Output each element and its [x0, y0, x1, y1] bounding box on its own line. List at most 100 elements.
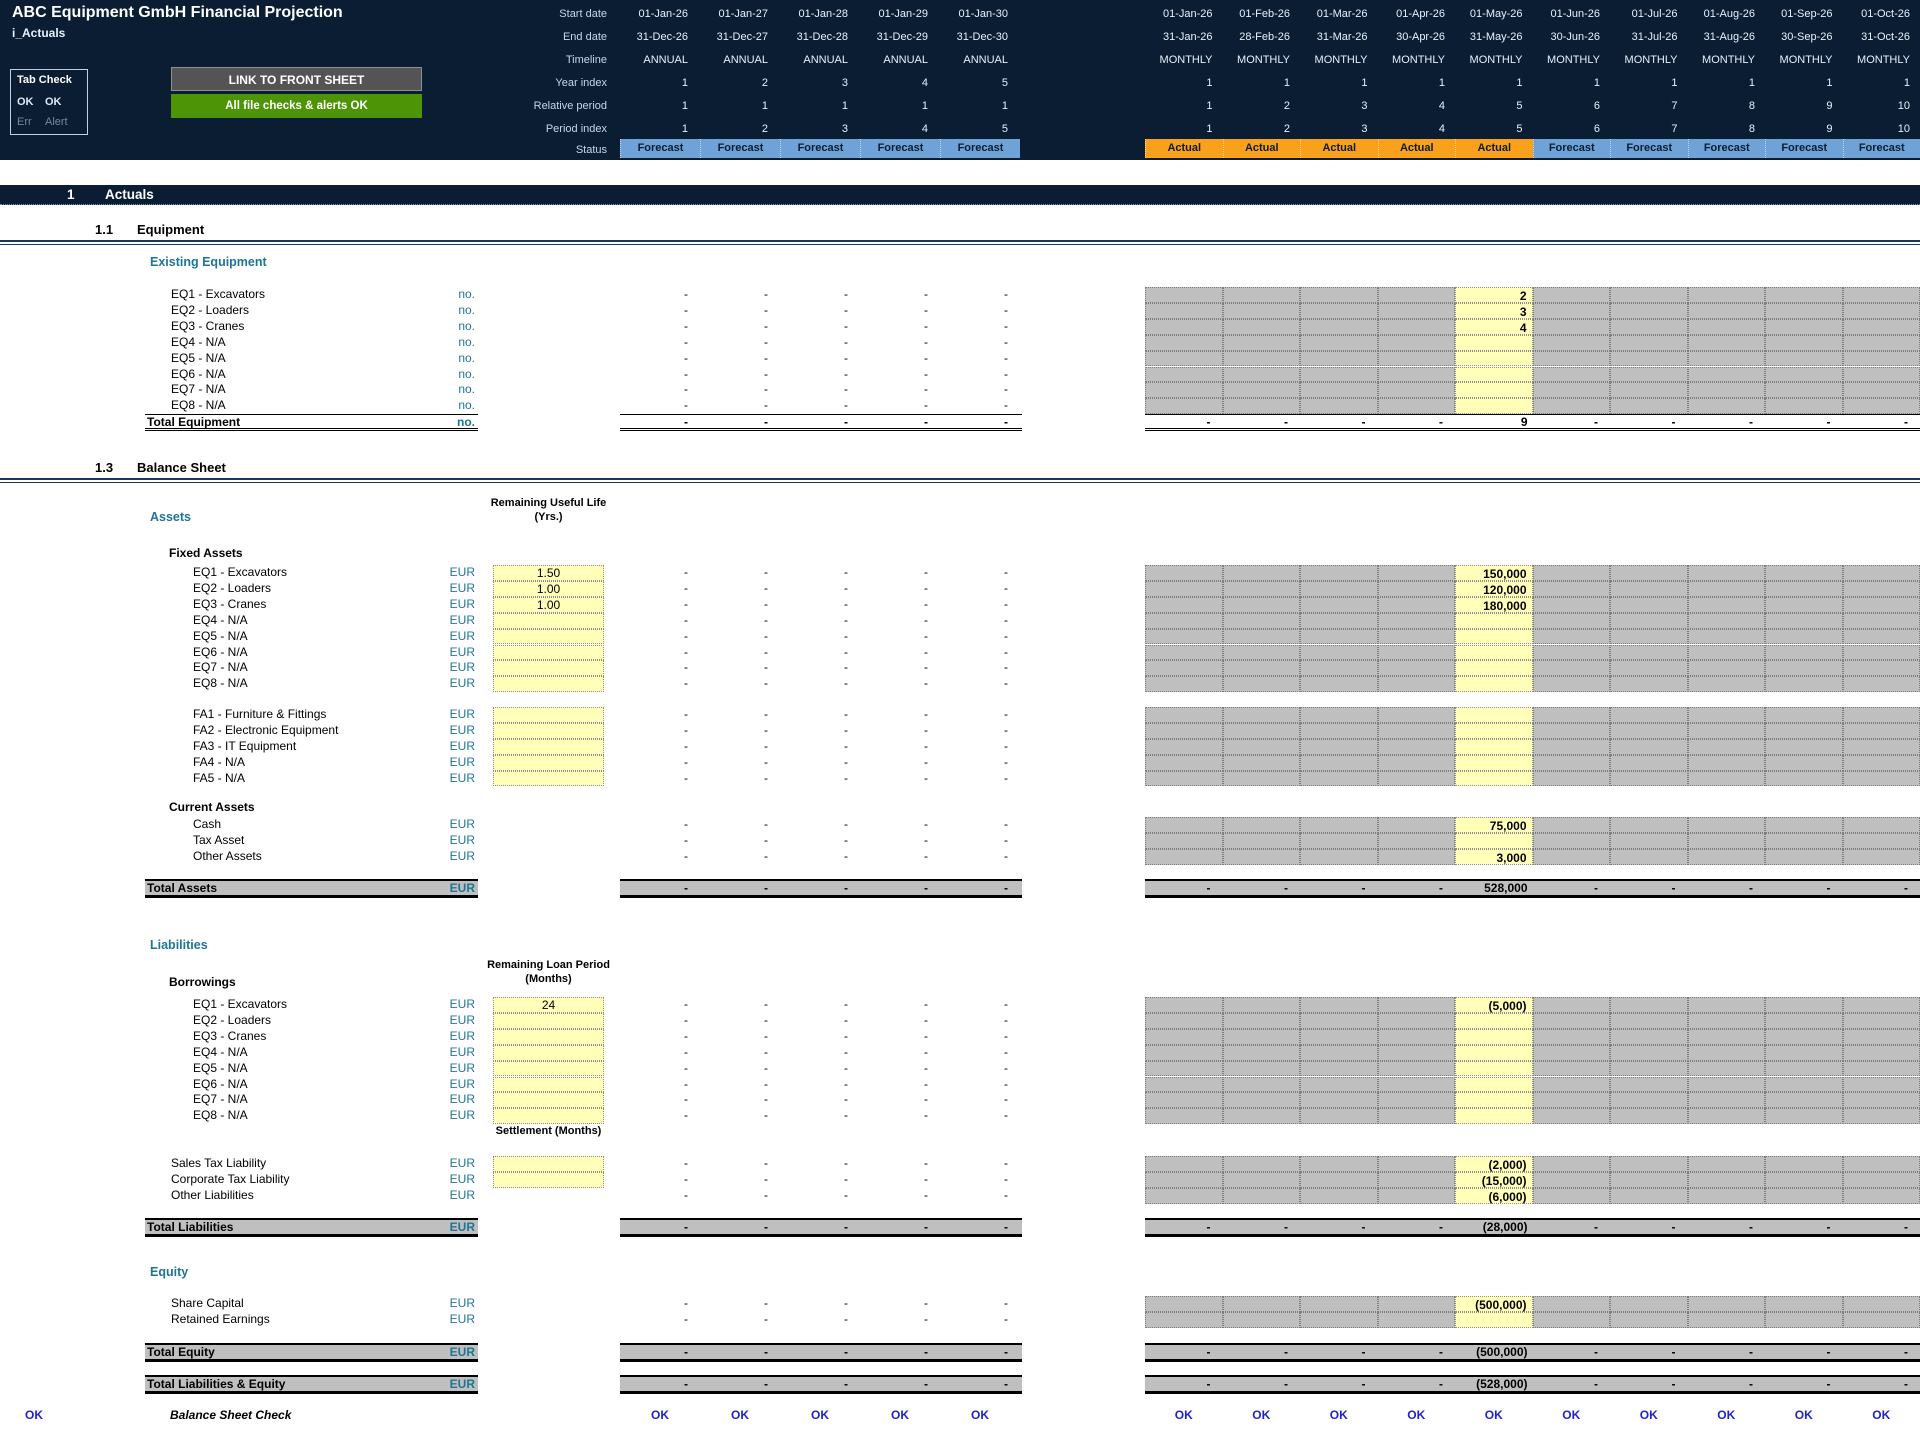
total-monthly-value: -: [1594, 1345, 1598, 1359]
locked-cell: [1377, 1092, 1455, 1109]
actual-input-cell[interactable]: [1455, 1012, 1533, 1029]
actual-input-cell[interactable]: 180,000: [1455, 596, 1533, 613]
actual-input-cell[interactable]: 120,000: [1455, 580, 1533, 597]
actual-input-cell[interactable]: 2: [1455, 287, 1533, 303]
actual-input-cell[interactable]: 75,000: [1455, 817, 1533, 833]
monthly-check-flag: OK: [1407, 1408, 1426, 1422]
locked-cell: [1842, 1012, 1920, 1029]
actual-input-cell[interactable]: [1455, 366, 1533, 383]
actual-input-cell[interactable]: (15,000): [1455, 1171, 1533, 1188]
input-cell[interactable]: [493, 612, 604, 629]
actual-input-cell[interactable]: [1455, 1311, 1533, 1328]
input-cell[interactable]: [493, 644, 604, 661]
actual-input-cell[interactable]: [1455, 350, 1533, 367]
actual-input-cell[interactable]: [1455, 722, 1533, 739]
actual-input-cell[interactable]: [1455, 628, 1533, 645]
input-cell[interactable]: [493, 1108, 604, 1125]
input-cell[interactable]: 1.50: [493, 565, 604, 581]
annual-value-cell: -: [1004, 398, 1008, 413]
actual-input-cell[interactable]: [1455, 754, 1533, 771]
actual-input-cell[interactable]: [1455, 1028, 1533, 1045]
actual-input-cell[interactable]: 150,000: [1455, 565, 1533, 581]
row-label: EQ2 - Loaders: [193, 580, 272, 595]
header-monthly-start: 01-Oct-26: [1861, 8, 1910, 20]
input-cell[interactable]: [493, 676, 604, 693]
row-label: FA5 - N/A: [193, 770, 246, 785]
actual-input-cell[interactable]: [1455, 398, 1533, 415]
total-row-strip: [145, 1375, 478, 1394]
actual-input-cell[interactable]: [1455, 676, 1533, 693]
locked-cell: [1145, 596, 1223, 613]
header-annual-relative_period: 1: [761, 100, 768, 112]
row-unit: EUR: [449, 1060, 475, 1075]
header-annual-timeline: ANNUAL: [883, 54, 928, 66]
input-cell[interactable]: [493, 722, 604, 739]
input-cell[interactable]: [493, 660, 604, 677]
link-to-front-sheet-button[interactable]: LINK TO FRONT SHEET: [171, 67, 422, 91]
actual-input-cell[interactable]: [1455, 612, 1533, 629]
actual-input-cell[interactable]: [1455, 382, 1533, 399]
annual-value-cell: -: [1004, 1296, 1008, 1310]
input-cell[interactable]: [493, 1092, 604, 1109]
locked-cell: [1145, 660, 1223, 677]
actual-input-cell[interactable]: (500,000): [1455, 1296, 1533, 1312]
total-monthly-value: -: [1749, 1220, 1753, 1234]
annual-value-cell: -: [764, 350, 768, 365]
actual-input-cell[interactable]: [1455, 832, 1533, 849]
actual-input-cell[interactable]: [1455, 738, 1533, 755]
actual-input-cell[interactable]: [1455, 644, 1533, 661]
annual-value-cell: -: [764, 644, 768, 659]
annual-value-cell: -: [1004, 382, 1008, 397]
file-checks-status-button[interactable]: All file checks & alerts OK: [171, 94, 422, 118]
locked-cell: [1765, 366, 1843, 383]
input-cell[interactable]: [493, 738, 604, 755]
input-cell[interactable]: 1.00: [493, 596, 604, 613]
actual-input-cell[interactable]: [1455, 660, 1533, 677]
input-cell[interactable]: [493, 1012, 604, 1029]
input-cell[interactable]: 24: [493, 997, 604, 1013]
locked-cell: [1842, 722, 1920, 739]
status-cell-monthly: Actual: [1455, 139, 1533, 158]
actual-input-cell[interactable]: [1455, 707, 1533, 723]
locked-cell: [1842, 1311, 1920, 1328]
row-unit: EUR: [449, 1076, 475, 1091]
actual-input-cell[interactable]: 3,000: [1455, 848, 1533, 865]
header-monthly-year_index: 1: [1748, 77, 1755, 89]
locked-cell: [1377, 1076, 1455, 1093]
input-cell[interactable]: [493, 770, 604, 787]
header-monthly-relative_period: 5: [1516, 100, 1523, 112]
actual-input-cell[interactable]: [1455, 334, 1533, 351]
header-monthly-period_index: 9: [1826, 123, 1833, 135]
input-cell[interactable]: 1.00: [493, 580, 604, 597]
input-cell[interactable]: [493, 1044, 604, 1061]
actual-input-cell[interactable]: [1455, 1092, 1533, 1109]
locked-cell: [1532, 287, 1610, 303]
locked-cell: [1610, 302, 1688, 319]
actual-input-cell[interactable]: 3: [1455, 302, 1533, 319]
actual-input-cell[interactable]: (5,000): [1455, 997, 1533, 1013]
actual-input-cell[interactable]: [1455, 1108, 1533, 1125]
locked-cell: [1687, 722, 1765, 739]
locked-cell: [1610, 334, 1688, 351]
input-cell[interactable]: [493, 754, 604, 771]
input-cell[interactable]: [493, 1171, 604, 1188]
actual-input-cell[interactable]: [1455, 770, 1533, 787]
actual-input-cell[interactable]: (2,000): [1455, 1156, 1533, 1172]
actual-input-cell[interactable]: [1455, 1076, 1533, 1093]
input-cell[interactable]: [493, 1156, 604, 1172]
actual-input-cell[interactable]: [1455, 1060, 1533, 1077]
input-cell[interactable]: [493, 1076, 604, 1093]
actual-input-cell[interactable]: [1455, 1044, 1533, 1061]
input-cell[interactable]: [493, 707, 604, 723]
locked-cell: [1222, 1028, 1300, 1045]
locked-cell: [1377, 738, 1455, 755]
actual-input-cell[interactable]: 4: [1455, 318, 1533, 335]
annual-value-cell: -: [1004, 565, 1008, 579]
input-cell[interactable]: [493, 1060, 604, 1077]
header-monthly-start: 01-May-26: [1469, 8, 1523, 20]
locked-cell: [1222, 1171, 1300, 1188]
input-cell[interactable]: [493, 1028, 604, 1045]
locked-cell: [1300, 1156, 1378, 1172]
actual-input-cell[interactable]: (6,000): [1455, 1187, 1533, 1204]
input-cell[interactable]: [493, 628, 604, 645]
